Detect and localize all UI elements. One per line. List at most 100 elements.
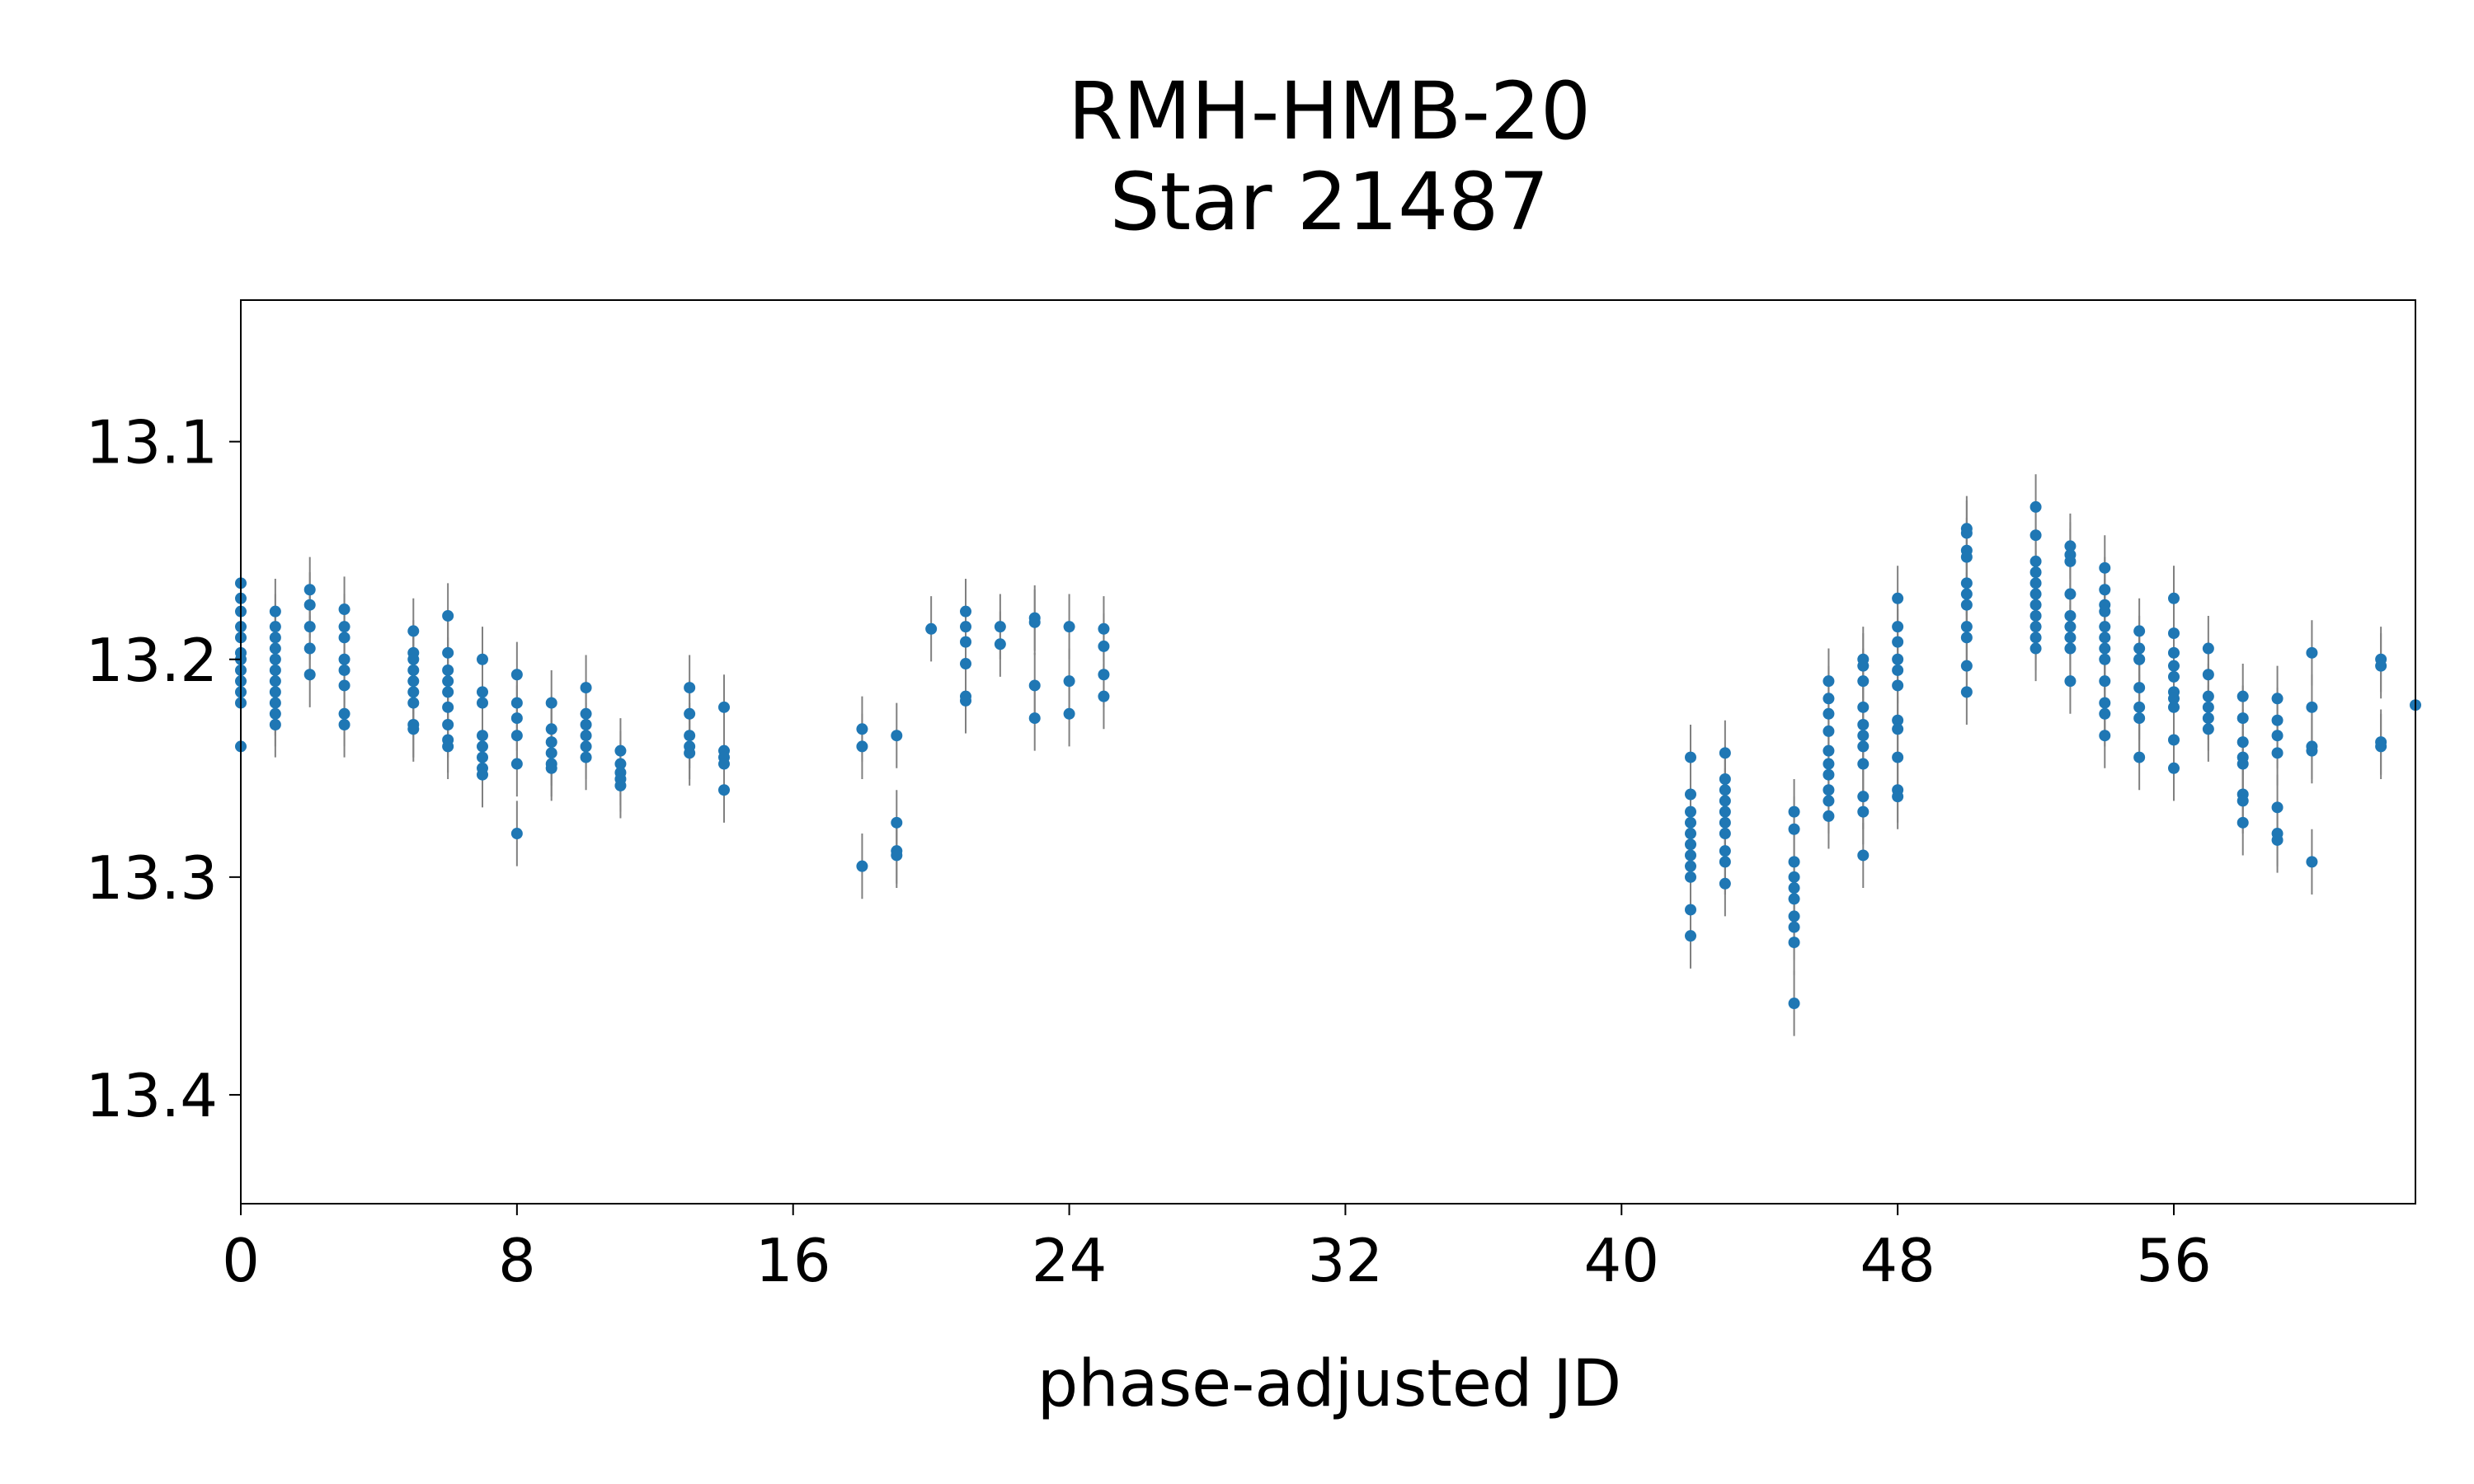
data-point [1960,632,1973,644]
data-point [2236,816,2249,829]
data-point [269,605,281,618]
data-point [1719,816,1731,829]
data-point [1788,937,1800,949]
data-point [1857,758,1870,770]
data-point [545,723,557,735]
data-point [718,701,730,713]
data-point [1960,599,1973,611]
data-point [684,747,696,759]
data-point [1098,690,1110,702]
data-point [1685,860,1696,872]
data-point [2168,592,2180,604]
x-tick-label: 40 [1583,1226,1659,1295]
data-point [580,740,592,753]
data-point [960,694,971,707]
data-point [1685,930,1696,942]
data-point [2271,730,2284,742]
data-point [1892,621,1904,633]
data-point [269,707,281,720]
data-point [2099,707,2111,720]
y-tick-label: 13.2 [86,626,218,695]
data-point [1892,791,1904,803]
errorbar-layer [240,474,2416,1036]
data-point [2168,660,2180,672]
data-point [1823,707,1835,720]
data-point [1857,660,1870,672]
data-point [1098,640,1110,652]
data-point [477,740,488,753]
data-point [891,730,903,742]
data-point [1788,910,1800,923]
data-point [2099,642,2111,655]
data-point [477,697,488,709]
data-point [510,758,523,770]
data-point [2133,625,2146,637]
data-point [960,605,971,618]
data-point [580,751,592,763]
data-point [545,736,557,749]
y-tick-label: 13.3 [86,843,218,913]
data-point [2133,682,2146,694]
data-point [1960,621,1973,633]
data-point [1960,527,1973,539]
data-point [1719,795,1731,807]
data-point [2168,627,2180,640]
data-point [1788,893,1800,905]
x-axis-label: phase-adjusted JD [1037,1347,1622,1421]
data-point [1685,904,1696,916]
data-point [2306,856,2318,868]
data-point [1857,730,1870,742]
data-point [856,860,868,872]
data-point [580,730,592,742]
data-point [1719,773,1731,786]
data-point [1788,921,1800,933]
data-point [1685,849,1696,862]
data-point [960,658,971,670]
data-point [1788,998,1800,1010]
data-point [303,669,316,681]
data-point [1857,701,1870,713]
y-axis: 13.1 13.2 13.3 13.4 [86,408,241,1130]
data-point [580,718,592,730]
data-point [269,621,281,633]
data-point [2099,675,2111,688]
data-point [407,664,420,676]
data-point [2099,605,2111,618]
data-point [510,697,523,709]
data-point [1028,679,1041,692]
data-point [1685,838,1696,851]
data-point [338,707,350,720]
data-point [2306,701,2318,713]
data-point [1788,856,1800,868]
data-point [1857,805,1870,818]
data-point [2030,642,2042,655]
data-point [960,636,971,648]
data-point [856,740,868,753]
chart-subtitle: Star 21487 [1110,156,1550,248]
data-point [1823,810,1835,822]
data-point [1892,664,1904,676]
data-point [1857,675,1870,688]
x-tick-label: 48 [1860,1226,1935,1295]
data-point [1857,791,1870,803]
y-tick-label: 13.1 [86,408,218,477]
data-point [2168,701,2180,713]
data-point [1719,845,1731,857]
data-point [1960,551,1973,563]
data-point [2168,693,2180,705]
data-point [1685,788,1696,801]
data-point [545,747,557,759]
data-point [2099,621,2111,633]
data-point [2099,730,2111,742]
data-point [1063,707,1075,720]
data-point [1719,784,1731,796]
data-point [580,707,592,720]
data-point [407,675,420,688]
data-point [1685,751,1696,763]
data-point [1719,856,1731,868]
data-point [510,730,523,742]
data-point [1960,577,1973,589]
data-point [1788,882,1800,895]
y-tick-label: 13.4 [86,1061,218,1130]
data-point [2133,701,2146,713]
